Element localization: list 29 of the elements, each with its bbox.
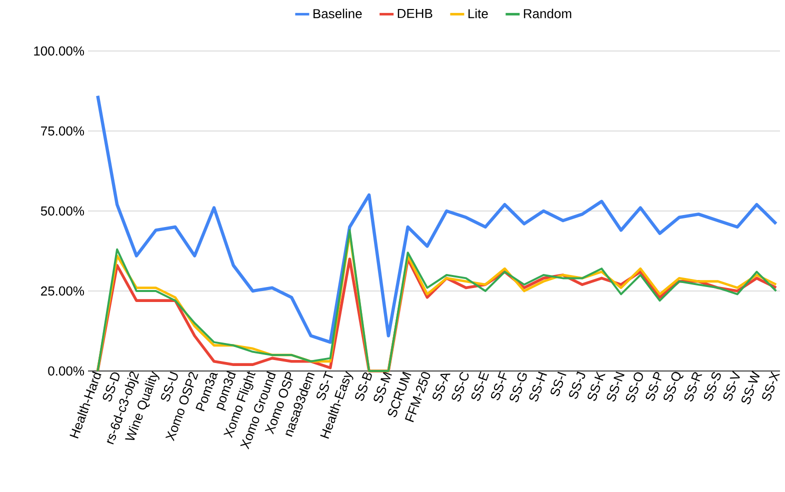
x-tick-label: SS-I (550, 372, 566, 396)
x-tick-label: SS-P (646, 372, 662, 401)
y-tick-label: 25.00% (41, 286, 84, 296)
y-tick-label: 50.00% (40, 206, 84, 216)
x-tick-label: SS-V (723, 370, 740, 401)
legend-label: Random (524, 8, 572, 18)
legend-label: Lite (468, 8, 488, 18)
x-tick-label: SS-O (626, 372, 643, 402)
x-tick-label: SS-J (569, 371, 586, 399)
x-tick-label: SS-S (704, 372, 721, 401)
y-tick-label: 100.00% (34, 46, 84, 56)
x-tick-label: SS-G (510, 372, 527, 402)
x-tick-label: SS-H (529, 372, 547, 402)
x-tick-label: SS-F (491, 371, 507, 400)
x-tick-label: SS-B (355, 372, 372, 401)
y-tick-label: 75.00% (41, 126, 84, 136)
x-tick-label: SS-U (161, 372, 178, 402)
x-tick-label: SS-A (432, 374, 450, 401)
x-tick-label: SS-X (762, 371, 780, 401)
legend-label: DEHB (398, 8, 432, 18)
x-tick-label: SS-W (742, 370, 760, 404)
legend-label: Baseline (314, 8, 362, 18)
x-tick-label: SS-E (471, 371, 489, 401)
x-tick-label: SS-C (452, 372, 469, 402)
x-tick-label: SS-N (606, 372, 624, 402)
x-tick-label: SS-Q (664, 372, 684, 402)
x-tick-label: SS-K (588, 371, 606, 401)
line-series (96, 94, 778, 344)
x-tick-label: SS-R (684, 372, 702, 402)
